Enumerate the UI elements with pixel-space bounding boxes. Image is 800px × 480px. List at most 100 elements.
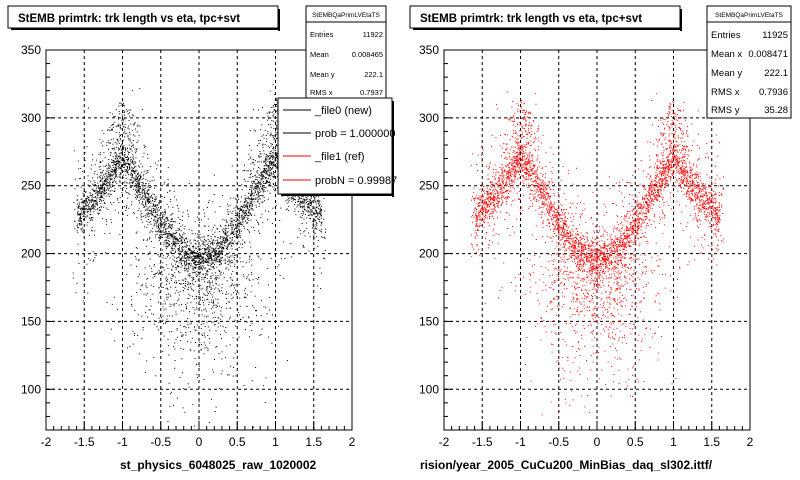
data-point [149,180,151,182]
data-point [115,161,117,163]
data-point [222,239,224,241]
data-point [130,161,132,163]
data-point [86,224,88,226]
data-point [306,228,308,230]
data-point [236,225,238,227]
data-point [236,233,238,235]
data-point [215,261,217,263]
data-point [263,168,265,169]
data-point [149,238,150,240]
data-point [79,214,81,216]
data-point [259,183,261,185]
data-point [248,204,250,206]
data-point [177,240,179,242]
data-point [81,207,82,209]
data-point [170,213,172,215]
data-point [218,252,220,254]
data-point [276,110,278,112]
data-point [154,222,156,224]
data-point [294,199,295,200]
data-point [258,156,260,158]
data-point [247,180,249,182]
data-point [188,293,190,295]
data-point [128,151,130,153]
data-point [225,238,227,240]
data-point [160,346,162,348]
data-point [111,148,113,150]
data-point [182,236,183,238]
data-point [72,277,74,279]
data-point [269,175,271,177]
data-point [309,235,311,237]
data-point [204,245,206,247]
data-point [211,262,213,264]
data-point [189,274,191,276]
data-point [245,200,247,202]
data-point [124,161,126,163]
data-point [199,271,201,273]
data-point [154,211,156,213]
data-point [166,279,168,281]
data-point [216,266,218,268]
legend-box: _file0 (new) prob = 1.000000 _file1 (ref… [277,97,397,197]
data-point [219,388,220,390]
data-point [229,241,231,243]
data-point [174,367,176,369]
data-point [90,210,92,212]
data-point [155,204,157,206]
data-point [266,112,268,114]
data-point [99,198,101,200]
data-point [204,248,205,250]
data-point [209,291,211,292]
data-point [108,168,110,169]
data-point [241,247,243,249]
data-point [316,236,318,238]
data-point [158,272,160,274]
data-point [261,174,263,176]
data-point [114,172,116,174]
data-point [105,180,107,182]
data-point [175,241,177,243]
data-point [177,397,179,399]
data-point [118,142,120,144]
data-point [246,204,248,206]
data-point [256,185,258,187]
data-point [273,188,275,190]
data-point [172,405,174,407]
data-point [190,350,192,352]
data-point [268,158,270,159]
data-point [216,277,218,278]
data-point [226,267,228,269]
data-point [155,199,156,201]
chart-right: StEMB primtrk: trk length vs eta, tpc+sv… [409,5,792,472]
data-point [227,246,229,248]
data-point [195,295,197,297]
data-point [94,182,96,183]
data-point [300,198,302,200]
data-point [118,212,119,214]
data-point [89,185,91,187]
data-point [96,202,98,204]
data-point [238,199,239,200]
data-point [206,261,208,263]
data-point [169,221,171,223]
data-point [177,336,179,338]
data-point [238,228,239,230]
data-point [90,218,92,220]
data-point [270,174,272,176]
data-point [183,348,185,350]
data-point [229,301,231,303]
data-point [101,188,103,190]
data-point [245,213,247,214]
data-point [130,142,132,144]
data-point [162,306,164,308]
data-point [165,234,167,235]
data-point [142,195,144,197]
data-point [264,200,265,202]
data-point [110,139,112,141]
data-point [234,263,236,265]
data-point [257,221,258,223]
data-point [215,330,217,332]
data-point [275,145,277,147]
data-point [260,183,262,185]
